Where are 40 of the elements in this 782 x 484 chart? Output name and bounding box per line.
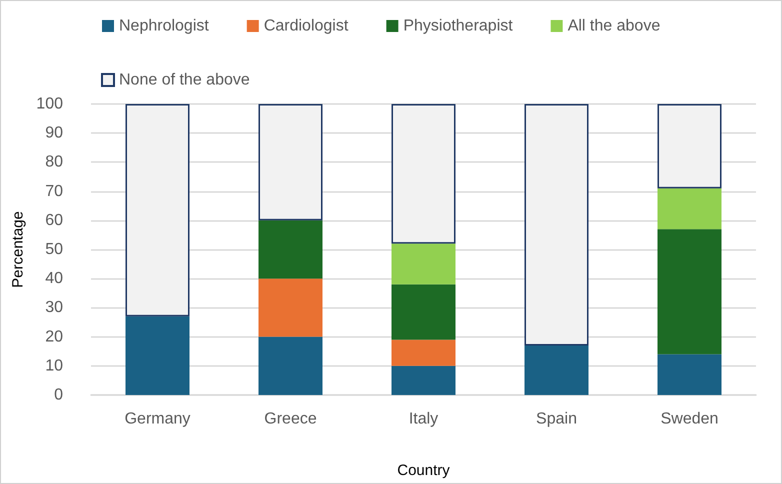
y-tick-label: 30 bbox=[45, 299, 64, 316]
y-tick-label: 50 bbox=[45, 241, 64, 258]
bar bbox=[392, 366, 456, 395]
y-axis-title: Percentage bbox=[9, 211, 26, 288]
bar bbox=[658, 188, 722, 230]
bar bbox=[392, 244, 456, 284]
bar bbox=[524, 104, 588, 346]
bar bbox=[258, 104, 322, 220]
legend-label: Cardiologist bbox=[264, 18, 349, 34]
bar bbox=[126, 104, 190, 316]
bar bbox=[658, 229, 722, 354]
bar bbox=[392, 284, 456, 340]
x-tick-label: Italy bbox=[408, 410, 438, 428]
y-tick-label: 10 bbox=[45, 357, 64, 374]
bar bbox=[258, 336, 322, 395]
y-tick-label: 40 bbox=[45, 270, 64, 288]
y-tick-label: 70 bbox=[45, 182, 64, 200]
y-tick-label: 100 bbox=[36, 96, 64, 112]
bar bbox=[392, 340, 456, 366]
x-tick-label: Spain bbox=[536, 410, 577, 428]
y-tick-label: 20 bbox=[45, 328, 64, 346]
y-tick-label: 0 bbox=[54, 386, 64, 404]
y-tick-label: 60 bbox=[45, 212, 64, 229]
bar bbox=[258, 278, 322, 337]
bar bbox=[658, 354, 722, 395]
x-tick-label: Sweden bbox=[660, 410, 718, 428]
legend-label: None of the above bbox=[119, 72, 250, 88]
bar bbox=[258, 220, 322, 279]
bar bbox=[392, 104, 456, 244]
x-tick-label: Germany bbox=[124, 410, 190, 428]
bar bbox=[658, 104, 722, 188]
y-tick-label: 80 bbox=[45, 154, 64, 171]
legend-label: Physiotherapist bbox=[403, 18, 514, 34]
bar bbox=[524, 346, 588, 395]
bar bbox=[126, 316, 190, 395]
x-axis-title: Country bbox=[397, 462, 450, 479]
y-tick-label: 90 bbox=[45, 124, 64, 142]
legend-label: All the above bbox=[568, 18, 660, 34]
x-tick-label: Greece bbox=[264, 410, 317, 428]
legend-label: Nephrologist bbox=[119, 18, 210, 34]
